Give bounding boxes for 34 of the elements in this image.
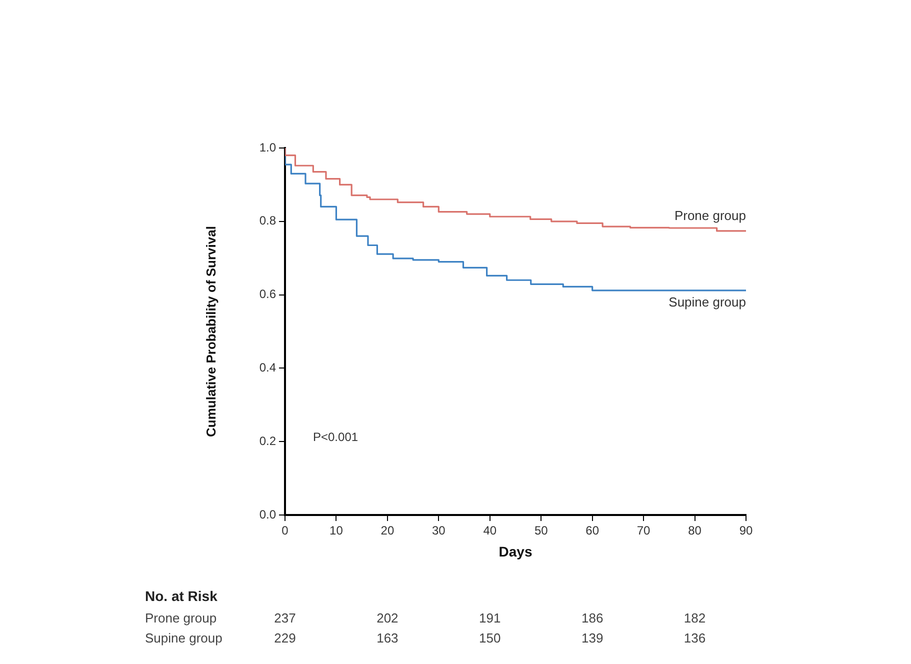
x-tick-label: 40	[483, 524, 497, 538]
x-tick-label: 30	[432, 524, 446, 538]
y-tick-label: 0.8	[259, 214, 276, 228]
series-label: Prone group	[674, 208, 746, 224]
x-tick-label: 70	[636, 524, 651, 538]
text: 139	[581, 630, 604, 646]
x-tick-label: 0	[282, 524, 289, 538]
y-tick-label: 1.0	[259, 140, 276, 154]
x-tick-label: 50	[534, 524, 548, 538]
x-axis-title: Days	[498, 543, 532, 560]
text: Supine group	[145, 630, 222, 646]
text: 163	[376, 630, 398, 646]
x-tick-label: 20	[380, 524, 394, 538]
y-tick-label: 0.6	[259, 287, 276, 302]
text: 182	[684, 610, 706, 626]
y-tick-label: 0.0	[259, 507, 276, 522]
text: 191	[479, 610, 501, 626]
text: 202	[376, 610, 398, 626]
text: 237	[274, 610, 296, 626]
x-tick-label: 80	[688, 524, 702, 538]
annotation: P<0.001	[313, 430, 358, 444]
text: 136	[684, 630, 706, 646]
y-axis-title: Cumulative Probability of Survival	[203, 226, 218, 437]
x-tick-label: 90	[739, 524, 753, 538]
text: Prone group	[145, 610, 217, 626]
text: No. at Risk	[145, 588, 218, 604]
y-tick-label: 0.4	[259, 360, 276, 375]
x-tick-label: 10	[330, 524, 344, 538]
text: 186	[581, 610, 604, 626]
x-tick-label: 60	[586, 524, 600, 538]
series-label: Supine group	[668, 294, 746, 310]
text: 150	[479, 630, 501, 646]
y-tick-label: 0.2	[259, 434, 276, 448]
text: 229	[274, 630, 296, 646]
